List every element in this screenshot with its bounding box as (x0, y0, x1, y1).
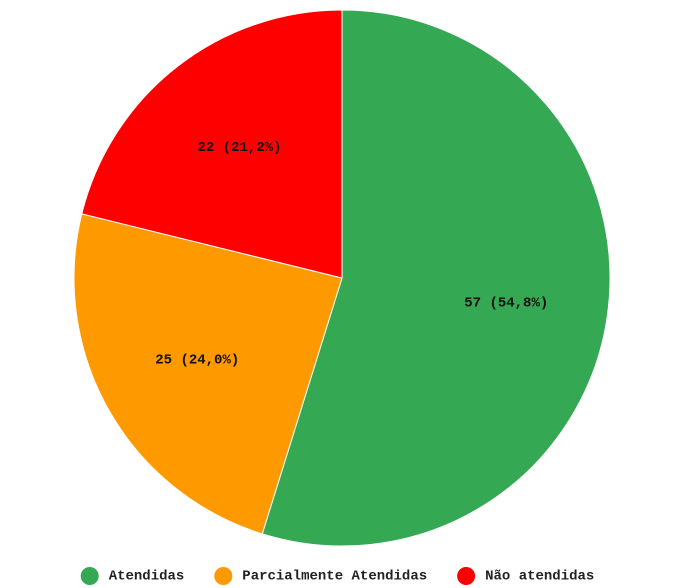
legend-swatch-atendidas (80, 567, 99, 585)
legend-label-parcialmente-atendidas: Parcialmente Atendidas (242, 569, 427, 585)
data-label-atendidas: 57 (54,8%) (464, 296, 548, 312)
legend: Atendidas Parcialmente Atendidas Não atend… (80, 567, 594, 585)
data-label-parcialmente-atendidas: 25 (24,0%) (155, 352, 239, 368)
pie-slices (73, 9, 611, 547)
legend-swatch-parcialmente-atendidas (214, 567, 233, 585)
legend-item-parcialmente-atendidas[interactable]: Parcialmente Atendidas (214, 567, 427, 585)
pie-slice-nao-atendidas[interactable] (81, 9, 343, 279)
legend-label-nao-atendidas: Não atendidas (485, 569, 594, 585)
pie-slice-atendidas[interactable] (261, 9, 611, 547)
legend-item-nao-atendidas[interactable]: Não atendidas (457, 567, 594, 585)
data-label-nao-atendidas: 22 (21,2%) (198, 140, 282, 156)
legend-swatch-nao-atendidas (457, 567, 476, 585)
legend-item-atendidas[interactable]: Atendidas (80, 567, 185, 585)
legend-label-atendidas: Atendidas (109, 569, 185, 585)
pie-slice-parcialmente-atendidas[interactable] (73, 213, 343, 535)
pie-slice-labels: 57 (54,8%) 25 (24,0%) 22 (21,2%) (155, 140, 548, 368)
